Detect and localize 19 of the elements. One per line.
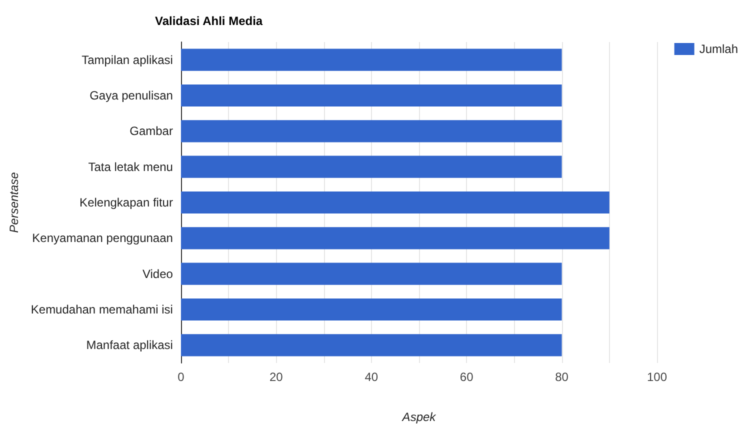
chart-title: Validasi Ahli Media xyxy=(155,14,263,28)
x-tick-label: 0 xyxy=(178,370,185,384)
y-tick-label: Tata letak menu xyxy=(88,160,173,174)
x-tick-label: 40 xyxy=(364,370,378,384)
legend-label: Jumlah xyxy=(699,42,738,56)
x-tick-label: 80 xyxy=(555,370,569,384)
y-tick-label: Video xyxy=(142,266,174,281)
x-axis-title: Aspek xyxy=(401,410,437,424)
x-tick-label: 100 xyxy=(646,370,668,384)
y-tick-label: Gambar xyxy=(130,124,173,138)
y-tick-label: Kemudahan memahami isi xyxy=(30,302,173,316)
y-tick-label: Gaya penulisan xyxy=(90,88,173,102)
y-axis-title: Persentase xyxy=(7,172,21,233)
y-tick-label: Kenyamanan penggunaan xyxy=(32,231,173,246)
x-tick-label: 20 xyxy=(269,370,284,384)
y-tick-label: Kelengkapan fitur xyxy=(80,196,173,210)
x-tick-label: 60 xyxy=(460,370,474,384)
y-tick-label: Manfaat aplikasi xyxy=(86,338,173,352)
y-tick-label: Tampilan aplikasi xyxy=(82,52,173,67)
